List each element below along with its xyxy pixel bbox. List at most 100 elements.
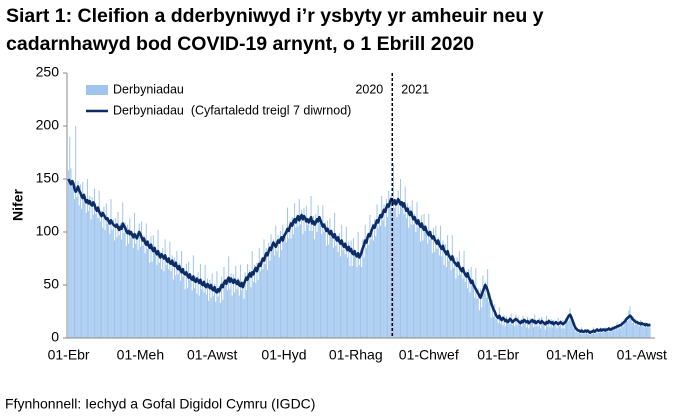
bar	[452, 268, 454, 338]
bar	[142, 245, 144, 338]
bar	[150, 236, 152, 338]
bar	[392, 163, 394, 338]
bar	[229, 289, 231, 338]
bar	[81, 208, 83, 338]
bar	[272, 239, 274, 338]
bar	[367, 234, 369, 338]
bar	[319, 217, 321, 338]
x-tick-label: 01-Awst	[617, 347, 667, 363]
bar	[205, 294, 207, 338]
bar	[169, 241, 171, 338]
bar	[397, 190, 399, 338]
bar	[427, 243, 429, 338]
bar	[327, 220, 329, 338]
bar	[629, 306, 631, 338]
bar	[161, 269, 163, 338]
bar	[363, 257, 365, 338]
bar	[440, 225, 442, 338]
bar	[190, 275, 192, 338]
bar	[554, 325, 556, 338]
bar	[116, 237, 118, 338]
bar	[102, 227, 104, 338]
bar	[530, 323, 532, 338]
bar	[225, 280, 227, 338]
bar	[405, 218, 407, 338]
bar	[590, 330, 592, 338]
bar	[491, 299, 493, 338]
bar	[191, 290, 193, 338]
bar	[151, 261, 153, 338]
bar	[249, 270, 251, 338]
bar	[603, 331, 605, 338]
bar	[381, 195, 383, 338]
bar	[525, 327, 527, 338]
annotation: 2020	[355, 82, 383, 96]
bar	[408, 227, 410, 338]
bar	[398, 213, 400, 338]
bar	[404, 186, 406, 338]
y-axis-label: Nifer	[10, 189, 26, 221]
bar	[380, 225, 382, 338]
bar	[609, 327, 611, 338]
bar	[560, 319, 562, 338]
bar	[121, 239, 123, 338]
bar	[588, 329, 590, 338]
bar	[412, 224, 414, 338]
y-tick-label: 250	[36, 64, 60, 80]
bar	[362, 239, 364, 338]
bar	[275, 225, 277, 338]
bar	[310, 195, 312, 338]
bar	[358, 264, 360, 338]
bar	[630, 314, 632, 338]
bar	[521, 326, 523, 338]
bar	[623, 318, 625, 338]
bar	[542, 324, 544, 338]
bar	[77, 181, 79, 338]
bar	[501, 316, 503, 338]
bar	[365, 247, 367, 338]
bar	[69, 136, 71, 338]
bar	[259, 271, 261, 338]
bar	[401, 207, 403, 338]
bar	[531, 318, 533, 338]
bar	[129, 218, 131, 338]
bar	[553, 319, 555, 338]
bar	[409, 206, 411, 338]
bar	[112, 219, 114, 338]
bar	[551, 327, 553, 338]
bar	[574, 323, 576, 338]
bar	[314, 239, 316, 338]
bar	[640, 319, 642, 338]
bar	[252, 281, 254, 338]
bar	[483, 293, 485, 338]
bar	[451, 235, 453, 338]
bar	[324, 222, 326, 338]
bar	[518, 324, 520, 338]
bar	[598, 332, 600, 338]
bar	[456, 257, 458, 338]
bar	[589, 334, 591, 338]
bar	[385, 199, 387, 338]
bar	[435, 225, 437, 338]
bar	[581, 327, 583, 338]
bar	[118, 235, 120, 338]
bar	[528, 328, 530, 338]
bar	[282, 224, 284, 338]
bar	[637, 322, 639, 338]
bar	[575, 331, 577, 338]
bar	[462, 278, 464, 338]
bar	[132, 247, 134, 338]
bar	[635, 318, 637, 338]
bar	[257, 279, 259, 338]
bar	[181, 251, 183, 338]
bar	[128, 243, 130, 338]
bar	[305, 205, 307, 338]
bar	[106, 223, 108, 338]
bar	[487, 269, 489, 338]
bar	[565, 322, 567, 338]
bar	[159, 252, 161, 338]
bar	[198, 295, 200, 338]
bar	[620, 328, 622, 338]
bar	[344, 254, 346, 338]
bar	[255, 282, 257, 338]
